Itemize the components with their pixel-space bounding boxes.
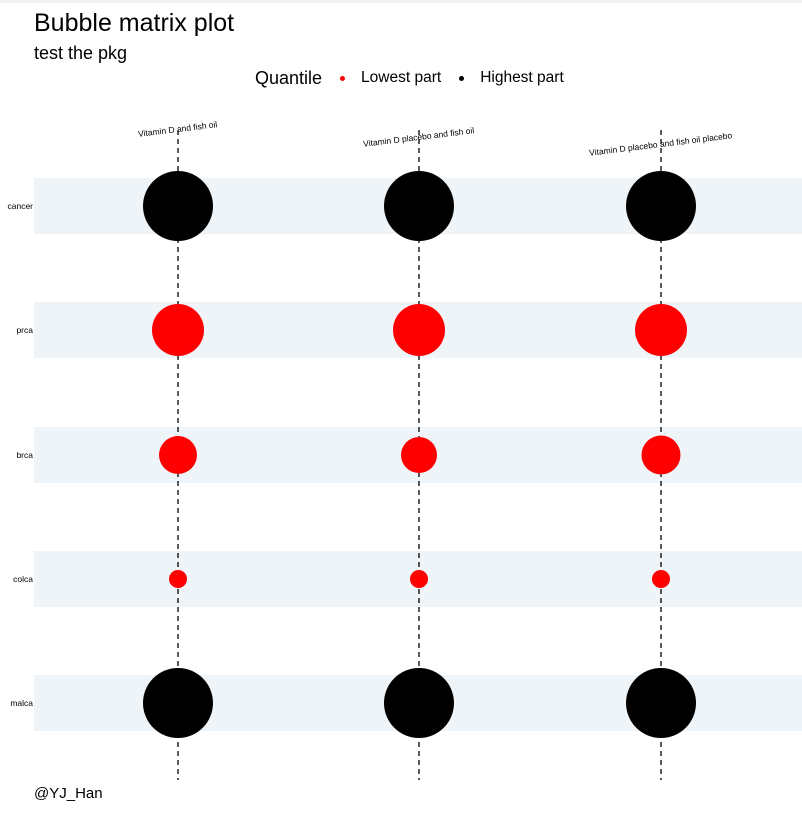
y-tick-label-prca: prca	[16, 325, 33, 335]
legend-dot-lowest	[340, 75, 346, 81]
bubble-malca-0	[143, 668, 213, 738]
bubble-colca-0	[169, 570, 187, 588]
chart-caption: @YJ_Han	[34, 785, 103, 802]
legend-label-highest: Highest part	[480, 69, 564, 86]
y-tick-label-brca: brca	[16, 450, 33, 460]
legend-item-lowest: Lowest part	[340, 69, 441, 87]
legend-title: Quantile	[255, 67, 323, 88]
legend-label-lowest: Lowest part	[361, 69, 442, 86]
x-tick-label-0: Vitamin D and fish oil	[137, 119, 217, 139]
bubble-malca-2	[626, 668, 696, 738]
bubble-prca-2	[635, 304, 687, 356]
bubble-prca-0	[152, 304, 204, 356]
bubble-cancer-1	[384, 171, 454, 241]
bubble-cancer-2	[626, 171, 696, 241]
y-tick-label-malca: malca	[10, 698, 33, 708]
chart-subtitle: test the pkg	[34, 43, 128, 63]
y-tick-label-colca: colca	[13, 574, 33, 584]
legend: Quantile Lowest part Highest part	[255, 66, 582, 90]
bubble-brca-1	[401, 437, 437, 473]
bubble-cancer-0	[143, 171, 213, 241]
bubble-brca-0	[159, 436, 197, 474]
bubble-colca-1	[410, 570, 428, 588]
legend-item-highest: Highest part	[459, 69, 564, 87]
chart-title: Bubble matrix plot	[34, 9, 235, 37]
bubble-malca-1	[384, 668, 454, 738]
bubble-prca-1	[393, 304, 445, 356]
top-rule	[0, 0, 802, 3]
bubble-brca-2	[641, 435, 681, 475]
bubble-colca-2	[652, 570, 670, 588]
y-tick-label-cancer: cancer	[7, 201, 33, 211]
x-tick-label-1: Vitamin D placebo and fish oil	[363, 125, 475, 149]
legend-dot-highest	[459, 75, 465, 81]
